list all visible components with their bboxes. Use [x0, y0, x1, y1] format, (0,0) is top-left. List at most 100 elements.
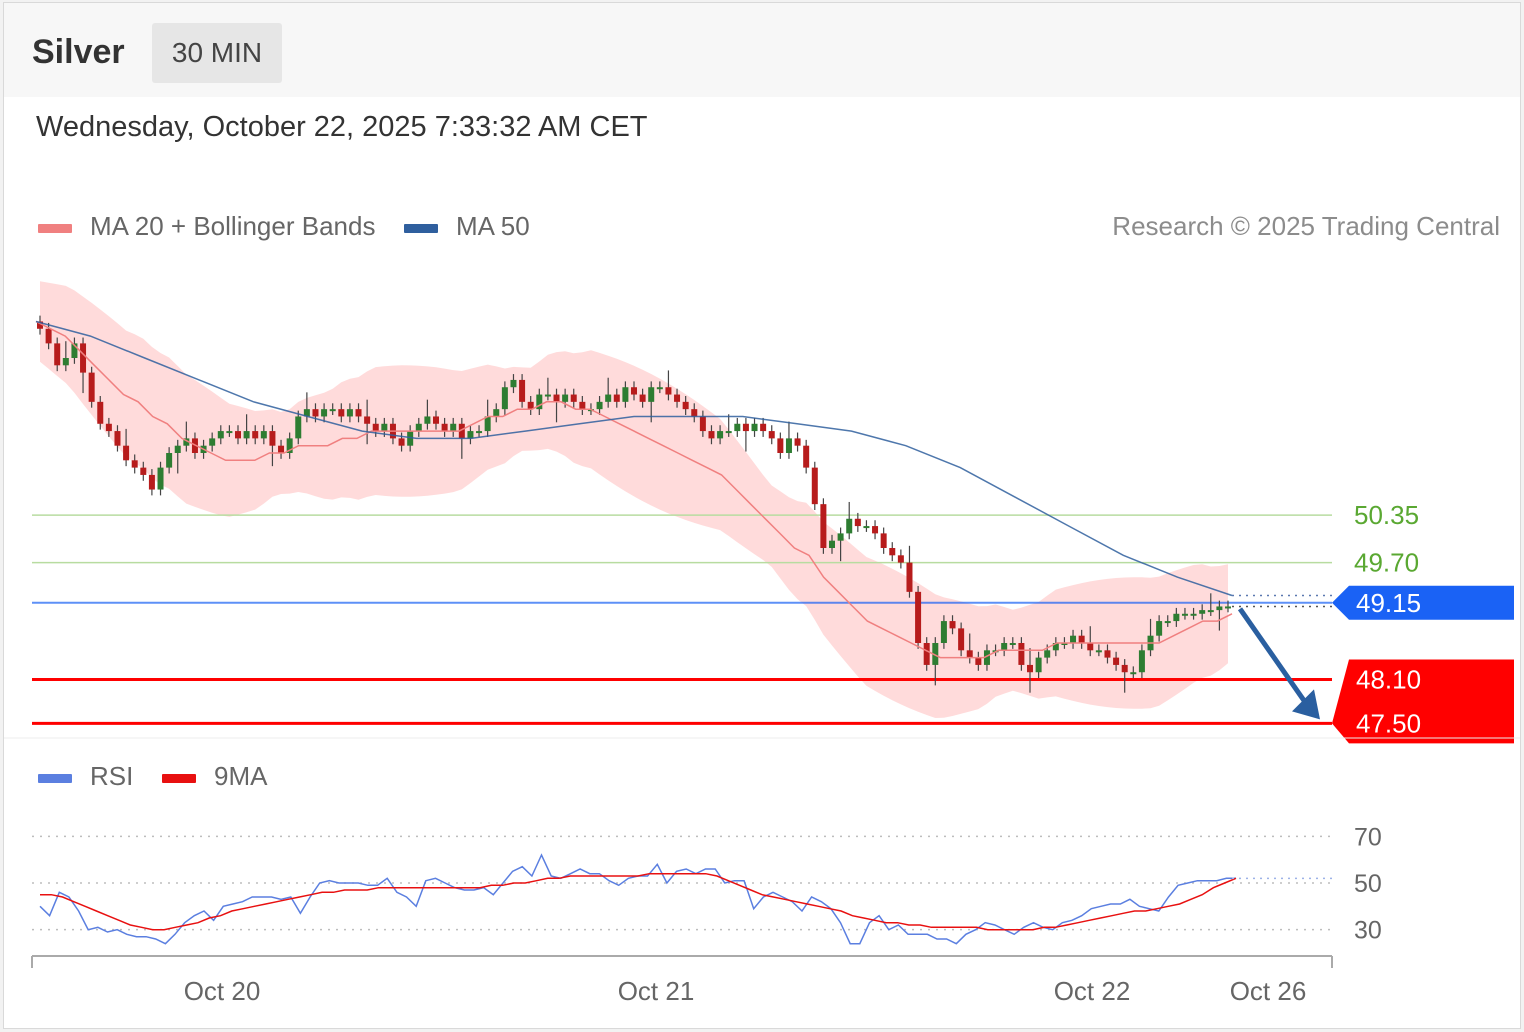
candle-body [312, 409, 319, 417]
candle-body [166, 453, 173, 468]
candle-body [837, 533, 844, 541]
candle-body [1018, 643, 1025, 665]
timeframe-badge[interactable]: 30 MIN [152, 23, 282, 83]
candle-body [966, 650, 973, 658]
candle-body [674, 394, 681, 402]
candle-body [45, 328, 52, 344]
candle-body [1027, 664, 1033, 673]
candle-body [1113, 657, 1120, 665]
candle-body [1001, 643, 1008, 651]
candle-body [785, 438, 792, 453]
candle-body [123, 445, 130, 461]
candle-body [1199, 610, 1206, 614]
candle-body [97, 401, 104, 424]
candle-body [734, 423, 741, 432]
candle-body [906, 562, 913, 592]
candle-body [897, 555, 904, 563]
candle-body [458, 423, 465, 439]
level-label-48.10: 48.10 [1356, 665, 1421, 695]
candle-body [1130, 672, 1137, 675]
candle-body [1138, 650, 1145, 673]
candle-body [140, 467, 147, 475]
candle-body [536, 394, 543, 410]
candle-body [940, 621, 947, 643]
candle-body [329, 409, 336, 412]
legend-label-ma20: MA 20 + Bollinger Bands [90, 211, 376, 241]
legend-9ma: 9MA [162, 761, 267, 792]
candle-body [209, 438, 216, 446]
candle-body [829, 540, 835, 548]
ma20-line [35, 320, 1233, 659]
candle-body [54, 343, 61, 366]
candle-body [820, 504, 827, 548]
level-label-49.15: 49.15 [1356, 588, 1421, 618]
candle-body [484, 416, 491, 432]
candle-body [639, 394, 646, 402]
candle-body [338, 409, 345, 417]
candle-body [717, 431, 724, 439]
legend-ma20: MA 20 + Bollinger Bands [38, 211, 375, 242]
candle-body [699, 416, 706, 432]
legend-swatch-ma20 [38, 223, 72, 233]
candle-body [768, 431, 775, 439]
candle-body [863, 526, 870, 529]
forecast-arrow-head [1292, 689, 1320, 720]
candle-body [1190, 613, 1197, 616]
candle-body [476, 431, 483, 434]
candle-body [183, 438, 190, 446]
candle-body [622, 387, 629, 402]
instrument-title: Silver [32, 33, 125, 71]
candle-body [1104, 650, 1111, 658]
candle-body [553, 394, 560, 402]
level-label-50.35: 50.35 [1354, 500, 1419, 530]
legend-label-ma50: MA 50 [456, 211, 530, 241]
candle-body [407, 431, 414, 446]
candle-body [1156, 621, 1163, 636]
candle-body [235, 431, 241, 439]
candle-body [105, 423, 112, 432]
candle-body [226, 431, 233, 434]
rsi-tick-label-50: 50 [1354, 870, 1382, 898]
candle-body [501, 387, 508, 410]
candle-body [691, 409, 698, 417]
candle-body [803, 445, 810, 468]
legend-ma50: MA 50 [404, 211, 530, 242]
candle-body [527, 401, 534, 410]
legend-label-rsi: RSI [90, 761, 134, 791]
candle-body [777, 438, 784, 453]
candle-body [114, 431, 121, 446]
candle-body [364, 416, 371, 424]
candle-body [579, 401, 586, 410]
candle-body [1181, 613, 1188, 616]
candle-body [424, 416, 431, 424]
candle-body [1087, 643, 1094, 651]
chart-header: Silver 30 MIN [4, 3, 1520, 97]
candle-body [1078, 635, 1085, 643]
candle-body [760, 423, 767, 432]
candle-body [1070, 635, 1077, 643]
candle-body [613, 394, 620, 402]
candle-body [665, 387, 672, 395]
legend-label-9ma: 9MA [214, 761, 268, 791]
ma50-line [35, 320, 1233, 597]
candle-body [854, 518, 861, 527]
candle-body [975, 657, 982, 665]
chart-canvas: 50.35 49.70 49.15 48.10 47.50 70 50 30 Oct 20 Oct… [4, 281, 1520, 1006]
candle-body [243, 431, 250, 439]
candle-body [1035, 657, 1042, 673]
candle-body [269, 431, 276, 446]
candle-body [846, 518, 853, 534]
candle-body [278, 445, 285, 453]
candle-body [923, 643, 930, 665]
candle-body [1207, 610, 1214, 613]
rsi-9ma-line [40, 872, 1237, 931]
candle-body [1052, 643, 1059, 651]
candle-body [71, 343, 78, 358]
candle-body [742, 423, 749, 432]
candle-body [1216, 606, 1223, 611]
rsi-tick-label-70: 70 [1354, 823, 1382, 851]
candle-body [510, 379, 517, 388]
candle-body [708, 431, 715, 439]
candle-body [631, 387, 637, 395]
candle-body [682, 401, 689, 410]
